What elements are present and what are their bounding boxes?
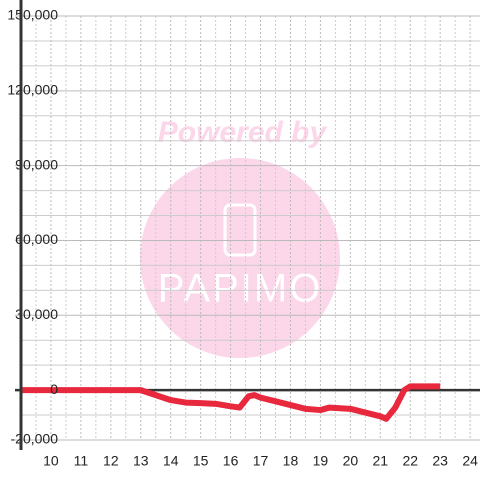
watermark-logo: PAPIMO <box>158 267 323 311</box>
x-tick-label: 11 <box>74 453 89 469</box>
x-tick-label: 22 <box>402 453 418 469</box>
y-tick-label: 90,000 <box>15 156 58 172</box>
x-tick-label: 10 <box>43 453 59 469</box>
grid <box>15 15 480 441</box>
x-tick-label: 23 <box>432 453 448 469</box>
x-tick-label: 16 <box>223 453 239 469</box>
x-tick-label: 18 <box>283 453 299 469</box>
x-tick-label: 13 <box>133 453 149 469</box>
x-tick-label: 24 <box>462 453 478 469</box>
plot <box>21 383 441 422</box>
x-tick-label: 19 <box>313 453 329 469</box>
x-tick-label: 17 <box>253 453 269 469</box>
y-tick-label: 0 <box>50 381 58 397</box>
watermark-text: Powered by <box>158 116 328 149</box>
x-tick-label: 21 <box>373 453 389 469</box>
y-tick-label: 120,000 <box>7 82 58 98</box>
x-tick-label: 12 <box>103 453 119 469</box>
y-tick-label: 60,000 <box>15 231 58 247</box>
watermark-circle <box>140 158 340 358</box>
x-tick-label: 14 <box>163 453 179 469</box>
y-tick-label: 30,000 <box>15 306 58 322</box>
data-line <box>21 383 441 422</box>
y-tick-label: -20,000 <box>11 431 59 447</box>
x-tick-label: 15 <box>193 453 209 469</box>
watermark-icon <box>223 203 257 257</box>
x-tick-label: 20 <box>343 453 359 469</box>
y-tick-label: 150,000 <box>7 7 58 23</box>
